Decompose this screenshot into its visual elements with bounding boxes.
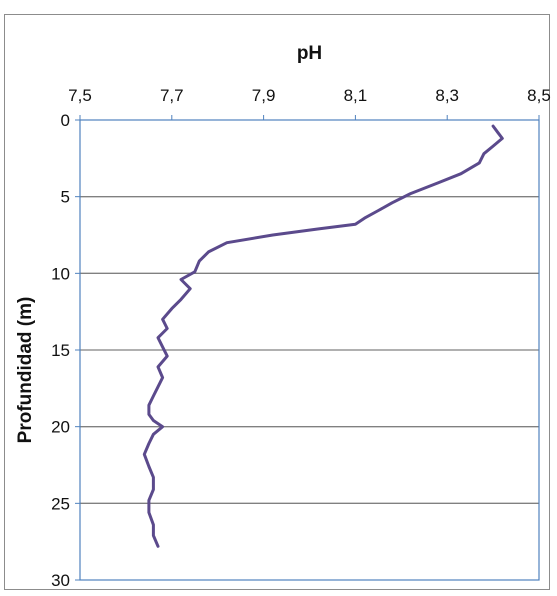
x-tick-label: 8,3 [435, 86, 459, 105]
y-tick-label: 0 [61, 111, 70, 130]
x-tick-label: 8,1 [344, 86, 368, 105]
series-line-0 [142, 124, 504, 548]
x-tick-label: 7,5 [68, 86, 92, 105]
y-tick-label: 20 [51, 418, 70, 437]
y-tick-label: 30 [51, 571, 70, 590]
tick-layer: 7,5 7,7 7,9 8,1 8,3 8,5 0 5 10 15 20 25 30 [51, 86, 551, 590]
x-axis-title: pH [297, 43, 322, 64]
y-tick-label: 5 [61, 188, 70, 207]
x-tick-label: 7,7 [160, 86, 184, 105]
y-tick-label: 15 [51, 341, 70, 360]
y-axis-title: Profundidad (m) [15, 297, 36, 444]
series-layer [142, 124, 504, 548]
axis-layer [75, 115, 540, 581]
y-tick-label: 10 [51, 264, 70, 283]
chart-svg: 7,5 7,7 7,9 8,1 8,3 8,5 0 5 10 15 20 25 30 pH Profun… [15, 43, 551, 590]
chart-frame: 7,5 7,7 7,9 8,1 8,3 8,5 0 5 10 15 20 25 30 pH Profun… [4, 14, 551, 590]
grid-layer [80, 196, 539, 504]
x-tick-label: 7,9 [252, 86, 276, 105]
x-tick-label: 8,5 [527, 86, 551, 105]
y-tick-label: 25 [51, 494, 70, 513]
